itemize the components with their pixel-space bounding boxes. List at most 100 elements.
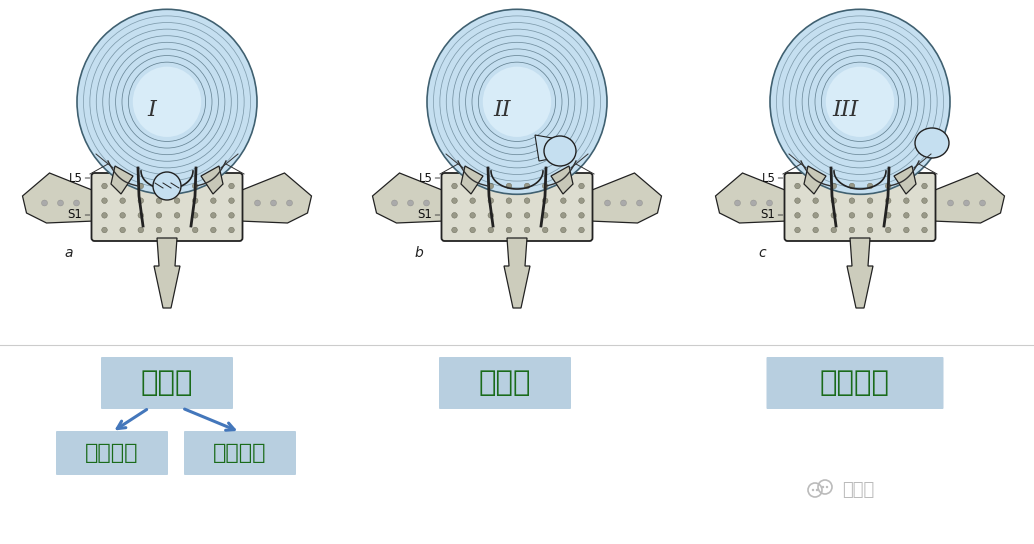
Text: S1: S1 (67, 208, 83, 221)
Text: b: b (415, 246, 423, 260)
Circle shape (885, 198, 891, 203)
Circle shape (506, 198, 512, 203)
Polygon shape (804, 166, 826, 194)
Circle shape (469, 213, 476, 218)
Ellipse shape (132, 67, 202, 137)
Text: 正中央型: 正中央型 (85, 443, 139, 463)
Circle shape (229, 183, 235, 189)
Circle shape (488, 183, 493, 189)
Circle shape (41, 200, 48, 206)
Circle shape (543, 213, 548, 218)
Text: 中央型: 中央型 (141, 369, 193, 397)
Text: L5: L5 (68, 171, 83, 184)
Circle shape (286, 200, 293, 206)
Polygon shape (154, 238, 180, 308)
Circle shape (620, 200, 627, 206)
Circle shape (452, 213, 457, 218)
Circle shape (192, 183, 199, 189)
Text: S1: S1 (761, 208, 776, 221)
Text: 旁侧型: 旁侧型 (479, 369, 531, 397)
FancyBboxPatch shape (785, 173, 936, 241)
Circle shape (543, 227, 548, 233)
Circle shape (813, 198, 819, 203)
Circle shape (795, 183, 800, 189)
Circle shape (101, 213, 108, 218)
Circle shape (229, 213, 235, 218)
Circle shape (211, 183, 216, 189)
Circle shape (192, 213, 199, 218)
Circle shape (904, 198, 909, 203)
Circle shape (868, 213, 873, 218)
Ellipse shape (770, 9, 950, 194)
Circle shape (58, 200, 63, 206)
Circle shape (488, 227, 493, 233)
Text: 旁中央型: 旁中央型 (213, 443, 267, 463)
Circle shape (605, 200, 610, 206)
Circle shape (831, 213, 837, 218)
Circle shape (138, 227, 144, 233)
Circle shape (156, 183, 161, 189)
Circle shape (831, 227, 837, 233)
Circle shape (506, 183, 512, 189)
Circle shape (469, 227, 476, 233)
Circle shape (795, 213, 800, 218)
Circle shape (424, 200, 429, 206)
Polygon shape (933, 173, 1004, 223)
Circle shape (192, 227, 199, 233)
Circle shape (921, 227, 927, 233)
Circle shape (579, 198, 584, 203)
Ellipse shape (153, 172, 181, 200)
Circle shape (452, 198, 457, 203)
Circle shape (947, 200, 953, 206)
FancyBboxPatch shape (101, 357, 233, 409)
Ellipse shape (427, 9, 607, 194)
Circle shape (120, 198, 125, 203)
Circle shape (868, 198, 873, 203)
Circle shape (885, 183, 891, 189)
Text: L5: L5 (762, 171, 776, 184)
Circle shape (524, 213, 529, 218)
Text: II: II (493, 99, 511, 121)
Circle shape (138, 183, 144, 189)
Circle shape (120, 213, 125, 218)
Circle shape (816, 489, 818, 491)
Circle shape (524, 183, 529, 189)
Circle shape (904, 213, 909, 218)
Circle shape (175, 198, 180, 203)
Text: L5: L5 (419, 171, 432, 184)
Circle shape (138, 213, 144, 218)
Circle shape (488, 213, 493, 218)
Ellipse shape (826, 67, 894, 137)
Polygon shape (847, 238, 873, 308)
Circle shape (271, 200, 276, 206)
Polygon shape (504, 238, 530, 308)
Circle shape (175, 213, 180, 218)
Circle shape (175, 183, 180, 189)
Circle shape (469, 183, 476, 189)
Polygon shape (894, 166, 916, 194)
Circle shape (579, 183, 584, 189)
Circle shape (812, 489, 814, 491)
Circle shape (831, 198, 837, 203)
Circle shape (101, 227, 108, 233)
Circle shape (101, 198, 108, 203)
Circle shape (452, 183, 457, 189)
Circle shape (964, 200, 970, 206)
Circle shape (751, 200, 757, 206)
Ellipse shape (77, 9, 257, 194)
Text: S1: S1 (418, 208, 432, 221)
Circle shape (211, 213, 216, 218)
Circle shape (868, 227, 873, 233)
FancyBboxPatch shape (91, 173, 243, 241)
FancyBboxPatch shape (439, 357, 571, 409)
Circle shape (488, 198, 493, 203)
Circle shape (392, 200, 397, 206)
Circle shape (560, 198, 567, 203)
Circle shape (543, 183, 548, 189)
Circle shape (766, 200, 772, 206)
FancyBboxPatch shape (442, 173, 592, 241)
Text: 极外侧型: 极外侧型 (820, 369, 890, 397)
FancyBboxPatch shape (56, 431, 168, 475)
Polygon shape (240, 173, 311, 223)
FancyBboxPatch shape (766, 357, 943, 409)
